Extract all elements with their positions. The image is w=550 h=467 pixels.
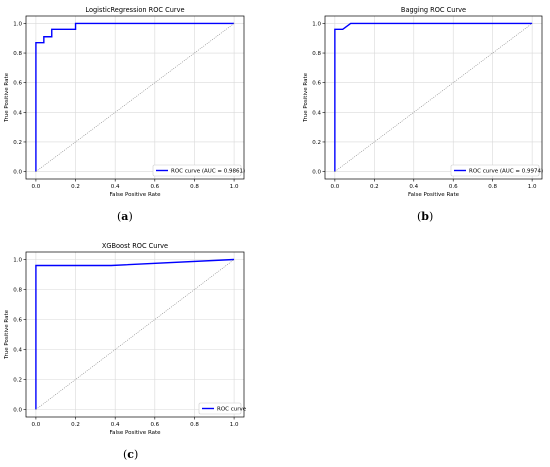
legend-box <box>198 402 242 415</box>
chance-diagonal-line <box>35 23 235 172</box>
y-tick-label: 0.8 <box>312 51 321 57</box>
x-tick-label: 0.4 <box>409 184 418 190</box>
panel-label-b: (b) <box>417 210 434 223</box>
legend-box <box>450 164 540 177</box>
legend-entry-label: ROC curve (AUC = 0.9861) <box>171 169 245 175</box>
legend-entry-label: ROC curve <box>217 407 247 413</box>
roc-curve-line <box>334 22 533 172</box>
y-tick-label: 0.2 <box>13 378 22 384</box>
x-tick-label: 0.4 <box>111 184 120 190</box>
y-axis-label: True Positive Rate <box>4 309 10 360</box>
x-tick-label: 0.0 <box>330 184 339 190</box>
y-tick-label: 1.0 <box>13 21 22 27</box>
chart-title: XGBoost ROC Curve <box>102 242 168 250</box>
plot-area <box>26 252 244 417</box>
y-tick-label: 0.8 <box>13 51 22 57</box>
roc-curve-line <box>35 22 235 172</box>
legend-entry-label: ROC curve (AUC = 0.9974) <box>469 169 543 175</box>
roc-curve-line <box>35 258 235 410</box>
x-tick-label: 0.0 <box>32 184 41 190</box>
x-tick-label: 0.0 <box>32 422 41 428</box>
x-tick-label: 0.8 <box>190 184 199 190</box>
y-tick-label: 0.4 <box>13 348 22 354</box>
x-tick-label: 1.0 <box>230 422 239 428</box>
chance-diagonal-line <box>35 259 235 410</box>
plot-frame <box>25 15 245 180</box>
y-tick-label: 0.0 <box>13 170 22 176</box>
y-tick-label: 0.6 <box>13 81 22 87</box>
plot-frame <box>25 251 245 418</box>
x-tick-label: 0.6 <box>150 422 159 428</box>
x-tick-label: 0.8 <box>190 422 199 428</box>
x-axis-label: False Positive Rate <box>109 430 161 436</box>
x-axis-label: False Positive Rate <box>109 192 161 198</box>
y-tick-label: 0.2 <box>312 140 321 146</box>
y-axis-label: True Positive Rate <box>303 72 309 123</box>
chart-title: Bagging ROC Curve <box>401 6 466 14</box>
x-tick-label: 0.6 <box>150 184 159 190</box>
x-axis-label: False Positive Rate <box>408 192 460 198</box>
chance-diagonal-line <box>334 23 533 172</box>
y-tick-label: 1.0 <box>312 21 321 27</box>
panel-label-c: (c) <box>123 448 139 461</box>
y-tick-label: 0.6 <box>13 318 22 324</box>
x-tick-label: 0.2 <box>370 184 379 190</box>
y-tick-label: 0.8 <box>13 288 22 294</box>
x-tick-label: 1.0 <box>230 184 239 190</box>
y-tick-label: 0.0 <box>13 408 22 414</box>
x-tick-label: 0.2 <box>71 422 80 428</box>
panel-label-a: (a) <box>117 210 133 223</box>
y-tick-label: 0.0 <box>312 170 321 176</box>
y-tick-label: 0.2 <box>13 140 22 146</box>
x-tick-label: 0.4 <box>111 422 120 428</box>
chart-panel-1: 0.0 0.0 0.2 0.2 0.4 0.4 0.6 0.6 0.8 0.8 1.0 1.0 Logi… <box>4 6 245 198</box>
y-tick-label: 0.4 <box>312 110 321 116</box>
y-tick-label: 0.6 <box>312 81 321 87</box>
x-tick-label: 1.0 <box>528 184 537 190</box>
x-tick-label: 0.2 <box>71 184 80 190</box>
chart-panel-2: 0.0 0.0 0.2 0.2 0.4 0.4 0.6 0.6 0.8 0.8 1.0 1.0 Bagg… <box>303 6 543 198</box>
x-tick-label: 0.6 <box>449 184 458 190</box>
legend-box <box>152 164 242 177</box>
y-axis-label: True Positive Rate <box>4 72 10 123</box>
chart-panel-3: 0.0 0.0 0.2 0.2 0.4 0.4 0.6 0.6 0.8 0.8 1.0 1.0 XGBo… <box>4 242 247 436</box>
y-tick-label: 1.0 <box>13 258 22 264</box>
chart-title: LogisticRegression ROC Curve <box>85 6 184 14</box>
y-tick-label: 0.4 <box>13 110 22 116</box>
x-tick-label: 0.8 <box>488 184 497 190</box>
plot-frame <box>324 15 543 180</box>
